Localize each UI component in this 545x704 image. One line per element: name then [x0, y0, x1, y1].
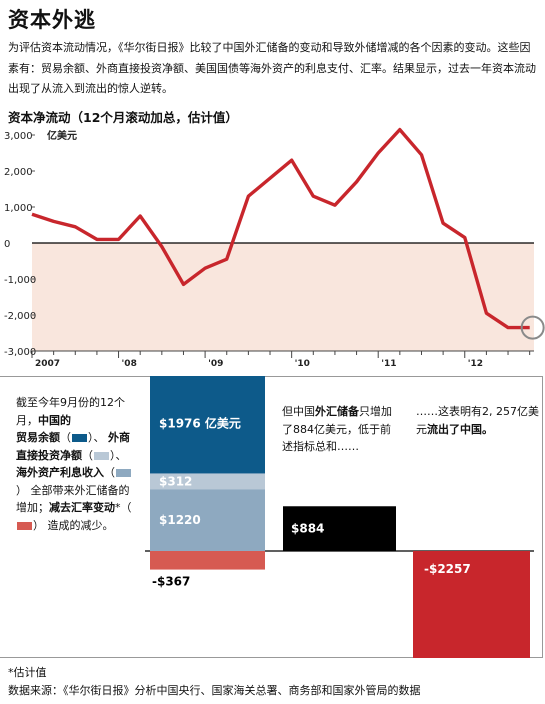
y-tick-label: 1,000: [4, 203, 33, 214]
x-tick-label: '12: [468, 359, 483, 369]
label-interest-income: $1220: [159, 513, 201, 527]
note1-part-c: 只增加了884亿美元，低于前述指标总和……: [282, 405, 392, 453]
legend-trade-label: 贸易余额: [16, 431, 60, 444]
note1-part-a: 但中国: [282, 405, 315, 418]
y-tick-label: 3,000: [4, 131, 33, 142]
legend-fdi-label: 外商直接投资净额: [16, 431, 130, 462]
capital-flow-series-line: [31, 127, 530, 330]
bar-legend-text: 截至今年9月份的12个月，中国的 贸易余额（）、 外商直接投资净额（）、 海外资…: [16, 396, 132, 532]
y-tick-label: -2,000: [4, 311, 36, 322]
interest-swatch: [116, 469, 131, 477]
negative-area-band: [32, 243, 534, 351]
fdi-swatch: [94, 451, 109, 460]
x-tick-label: '10: [295, 359, 310, 369]
page-title: 资本外逃: [8, 8, 96, 32]
positive-area-bg: [32, 135, 534, 243]
x-tick-label: 2007: [35, 359, 60, 369]
x-tick-label: '11: [381, 359, 396, 369]
label-reserves-increase: $884: [291, 522, 324, 536]
x-tick-label: '09: [208, 359, 223, 369]
legend-china: 中国的: [38, 413, 71, 427]
highlight-circle: [520, 315, 545, 340]
legend-interest-label: 海外资产利息收入: [16, 466, 104, 479]
chart-subtitle: 资本净流动（12个月滚动加总，估计值）: [8, 110, 238, 125]
source-note: 数据来源：《华尔街日报》分析中国央行、国家海关总署、商务部和国家外管局的数据: [8, 684, 421, 697]
label-fdi: $312: [159, 474, 192, 488]
bar-fdi: [150, 473, 265, 490]
label-capital-outflow: -$2257: [424, 562, 471, 576]
y-tick-label: 0: [4, 239, 10, 250]
y-tick-label: -1,000: [4, 275, 36, 286]
bar-fx-change: [150, 551, 265, 570]
reserves-note: 但中国外汇储备只增加了884亿美元，低于前述指标总和……: [282, 403, 398, 456]
x-axis: 2007 '08 '09 '10 '11 '12: [31, 350, 534, 369]
bar-reserves-increase: [283, 506, 396, 551]
fx-swatch: [17, 521, 32, 530]
capital-flow-line-chart: -3,000 -2,000 -1,000 0 1,000 2,000 3,000 亿美元 20…: [4, 127, 545, 369]
estimate-note: *估计值: [8, 666, 47, 679]
legend-middle: 全部带来外汇储备的增加；: [16, 483, 130, 515]
legend-fx-label: 减去汇率变动: [49, 501, 115, 514]
note2-part-a: ……这表明有2, 257亿美元: [416, 405, 539, 436]
outflow-note: ……这表明有2, 257亿美元流出了中国。: [416, 403, 541, 438]
trade-swatch: [72, 434, 87, 442]
note1-part-b: 外汇储备: [315, 405, 359, 418]
y-tick-label: 2,000: [4, 167, 33, 178]
breakdown-bar-chart: $1976 亿美元 $312 $1220 -$367 $884 -$2257: [145, 376, 534, 658]
y-axis-unit: 亿美元: [47, 129, 77, 142]
legend-intro: 截至今年9月份的12个月，: [16, 396, 125, 427]
note2-part-b: 流出了中国。: [427, 422, 493, 436]
bar-capital-outflow: [413, 551, 530, 658]
y-axis: -3,000 -2,000 -1,000 0 1,000 2,000 3,000 亿美元: [4, 129, 77, 358]
legend-end: 造成的减少。: [47, 518, 114, 532]
footnote: *估计值 数据来源：《华尔街日报》分析中国央行、国家海关总署、商务部和国家外管局…: [8, 664, 421, 700]
y-tick-label: -3,000: [4, 347, 36, 358]
bar-trade-balance: [150, 376, 265, 474]
x-tick-label: '08: [122, 359, 137, 369]
label-fx-change: -$367: [152, 575, 190, 589]
label-trade-balance: $1976 亿美元: [159, 415, 241, 430]
intro-paragraph: 为评估资本流动情况，《华尔街日报》比较了中国外汇储备的变动和导致外储增减的各个因…: [8, 41, 536, 95]
bar-interest-income: [150, 489, 265, 551]
